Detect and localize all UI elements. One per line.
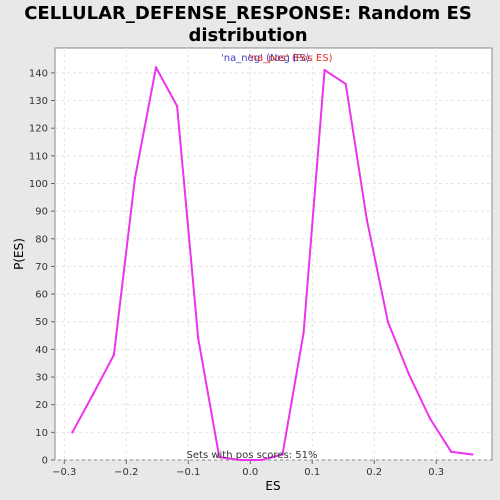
y-tick-label: 20: [35, 400, 48, 411]
data-point: [71, 431, 74, 434]
y-tick-label: 110: [29, 151, 48, 162]
data-point: [365, 218, 368, 221]
y-tick-label: 40: [35, 345, 48, 356]
data-point: [407, 373, 411, 376]
data-point: [239, 458, 242, 462]
legend-entry-neg: 'na_neg' (Neg ES): [221, 53, 310, 64]
y-axis-label: P(ES): [12, 238, 26, 270]
y-tick-label: 0: [42, 456, 48, 467]
y-tick-label: 80: [35, 234, 48, 245]
plot-area: [54, 47, 493, 461]
series-group: [71, 66, 474, 462]
y-tick-label: 100: [29, 179, 48, 190]
x-tick-label: 0.1: [304, 467, 320, 478]
y-axis: 0 10 20 30 40 50 60 70 80 90 100 110 120 130 140: [29, 68, 55, 467]
data-point: [428, 417, 432, 420]
x-axis: −0.3 −0.2 −0.1 0.0 0.1 0.2 0.3: [52, 460, 444, 478]
data-point: [449, 450, 453, 453]
x-tick-label: 0.2: [366, 467, 382, 478]
x-tick-label: −0.2: [114, 467, 138, 478]
pos-score-annotation: Sets with pos scores: 51%: [187, 450, 318, 461]
series-line: [71, 66, 473, 461]
data-point: [175, 104, 179, 108]
y-tick-label: 10: [35, 428, 48, 439]
legend-entry-pos: 'na_pos' (Pos ES): [248, 53, 333, 64]
chart-title: CELLULAR_DEFENSE_RESPONSE: Random ES dis…: [24, 3, 472, 46]
data-point: [260, 458, 263, 462]
x-tick-label: 0.0: [242, 467, 258, 478]
legend: 'na_neg' (Neg ES) 'na_pos' (Pos ES): [221, 53, 333, 64]
y-tick-label: 140: [29, 68, 48, 79]
data-point: [302, 331, 305, 335]
x-tick-label: −0.3: [52, 467, 76, 478]
x-axis-label: ES: [265, 479, 280, 493]
y-tick-label: 90: [35, 207, 48, 218]
data-point: [470, 453, 474, 456]
y-tick-label: 120: [29, 124, 48, 135]
data-point: [133, 176, 137, 180]
data-point: [112, 353, 116, 357]
y-tick-label: 30: [35, 373, 48, 384]
x-tick-label: 0.3: [428, 467, 444, 478]
y-tick-label: 50: [35, 317, 48, 328]
x-tick-label: −0.1: [176, 467, 200, 478]
data-point: [196, 337, 200, 340]
y-tick-label: 70: [35, 262, 48, 273]
data-point: [344, 82, 347, 86]
data-point: [323, 68, 326, 72]
y-tick-label: 60: [35, 290, 48, 301]
data-point: [281, 453, 284, 456]
data-point: [386, 320, 390, 323]
data-point: [92, 392, 95, 395]
chart-title-line-2: distribution: [188, 25, 307, 46]
y-tick-label: 130: [29, 96, 48, 107]
data-point: [218, 456, 221, 459]
chart-title-line-1: CELLULAR_DEFENSE_RESPONSE: Random ES: [24, 3, 472, 24]
data-point: [154, 66, 158, 69]
